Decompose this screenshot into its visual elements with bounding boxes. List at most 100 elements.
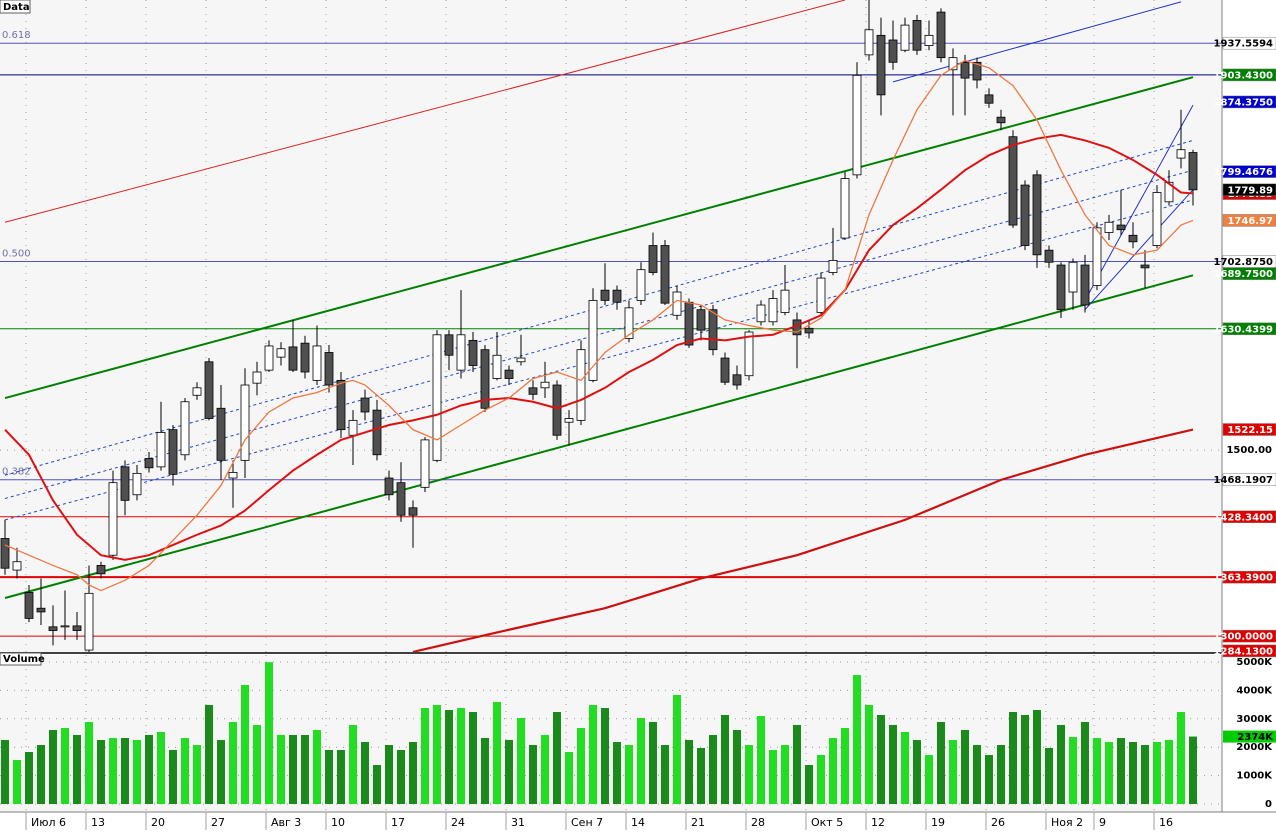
candle-body <box>1032 174 1042 256</box>
volume-bar <box>877 714 885 804</box>
candle-body <box>384 477 394 496</box>
candle-body <box>444 334 454 356</box>
price-panel: 0.618 0.500 0.382 <box>0 0 1222 652</box>
volume-bar <box>349 724 357 804</box>
trendline <box>4 0 846 223</box>
candle-body <box>828 259 838 273</box>
volume-bar <box>1045 747 1053 804</box>
candle-body <box>972 61 982 81</box>
volume-bar <box>673 694 681 804</box>
candle-body <box>660 245 670 304</box>
volume-bar <box>289 734 297 804</box>
candle-body <box>636 269 646 301</box>
price-marker <box>1222 267 1276 280</box>
price-marker-label: 1284.1300 <box>1214 646 1274 657</box>
volume-bar <box>253 724 261 804</box>
candle-body <box>168 429 178 475</box>
candle-body <box>468 339 478 366</box>
candle-body <box>804 327 814 334</box>
candle-body <box>876 34 886 96</box>
volume-bar <box>565 751 573 804</box>
candle-body <box>1140 264 1150 269</box>
volume-bar <box>313 729 321 804</box>
volume-bar <box>613 741 621 804</box>
x-tick-label: 26 <box>991 816 1005 829</box>
price-marker <box>1222 510 1276 524</box>
candle-body <box>396 482 406 516</box>
candle-body <box>552 384 562 436</box>
price-marker-label: 1630.4399 <box>1214 324 1274 335</box>
fib-label: 0.382 <box>2 467 31 478</box>
candle-body <box>840 178 850 239</box>
candle-body <box>864 29 874 56</box>
candle-body <box>720 357 730 383</box>
volume-bar <box>1141 745 1149 804</box>
price-marker <box>1222 183 1276 197</box>
x-tick-label: Ноя 2 <box>1051 816 1083 829</box>
volume-bar <box>97 739 105 804</box>
volume-bar <box>457 707 465 804</box>
price-marker-label: 1300.0000 <box>1214 632 1274 643</box>
candle-body <box>816 277 826 313</box>
price-marker-label: 1903.4300 <box>1214 70 1274 81</box>
candle-body <box>180 401 190 456</box>
trendline <box>4 169 1194 499</box>
trendline <box>4 274 1194 599</box>
candle-body <box>528 387 538 395</box>
price-marker <box>1222 214 1276 227</box>
volume-bar <box>553 712 561 804</box>
candle-body <box>588 299 598 381</box>
volume-bar <box>865 704 873 804</box>
price-marker-label: 1779.89 <box>1227 185 1273 196</box>
volume-bar <box>121 737 129 804</box>
candle-body <box>672 291 682 316</box>
volume-bar <box>25 751 33 804</box>
candle-body <box>276 348 286 358</box>
price-marker <box>1222 644 1276 658</box>
volume-marker-label: 2374K <box>1237 732 1274 743</box>
candle-body <box>408 507 418 516</box>
candle-body <box>1188 152 1198 191</box>
volume-bar <box>949 739 957 804</box>
trendline <box>4 139 1194 476</box>
candle-body <box>948 57 958 71</box>
volume-bar <box>37 745 45 804</box>
candle-body <box>348 419 358 436</box>
candle-body <box>996 116 1006 124</box>
volume-bar <box>1057 724 1065 804</box>
x-tick-label: 28 <box>751 816 765 829</box>
x-tick-label: 24 <box>451 816 465 829</box>
x-tick-label: Авг 3 <box>271 816 301 829</box>
candle-body <box>1056 264 1066 311</box>
volume-bar <box>469 712 477 804</box>
x-tick-label: 27 <box>211 816 225 829</box>
candle-body <box>36 607 46 613</box>
volume-bar <box>1165 739 1173 804</box>
price-marker-label: 1746.97 <box>1227 216 1273 227</box>
candle-body <box>120 466 130 501</box>
volume-bar <box>817 755 825 804</box>
y-tick-label: 1500.00 <box>1226 445 1272 456</box>
candle-body <box>612 289 622 303</box>
volume-bar <box>217 739 225 804</box>
trendline <box>4 76 1194 400</box>
x-tick-label: 20 <box>151 816 165 829</box>
volume-bar <box>397 750 405 804</box>
x-tick-label: 13 <box>91 816 105 829</box>
volume-bar <box>277 734 285 804</box>
volume-bar <box>229 722 237 804</box>
candle-body <box>1152 192 1162 246</box>
volume-bar <box>445 709 453 804</box>
candle-body <box>540 381 550 389</box>
candle-body <box>984 94 994 104</box>
candle-body <box>132 472 142 496</box>
panel-title: Volume <box>3 654 45 665</box>
candle-body <box>240 384 250 461</box>
x-tick-label: 10 <box>331 816 345 829</box>
candle-body <box>492 354 502 379</box>
candle-body <box>1080 264 1090 306</box>
volume-bar <box>913 739 921 804</box>
trendline <box>1084 189 1194 311</box>
volume-bar <box>1009 712 1017 804</box>
volume-bar <box>1093 737 1101 804</box>
